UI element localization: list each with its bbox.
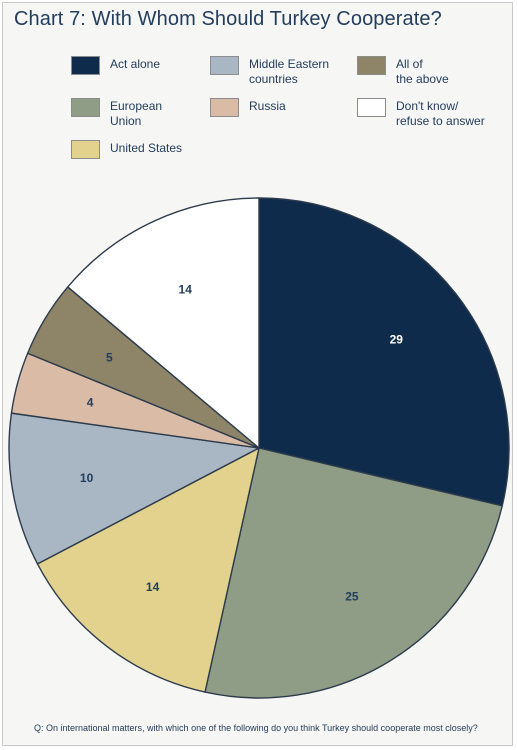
legend-swatch xyxy=(71,56,100,75)
legend-label: Middle Eastern countries xyxy=(249,57,330,86)
slice-value-label: 25 xyxy=(345,589,359,603)
pie-slice-act-alone xyxy=(258,197,510,507)
slice-value-label: 10 xyxy=(80,471,94,485)
chart-title: Chart 7: With Whom Should Turkey Coopera… xyxy=(14,8,442,30)
pie-slice-middle-eastern-countries xyxy=(8,412,260,565)
legend-label: Russia xyxy=(249,99,286,113)
legend-item-all-of-above: All of the above xyxy=(357,56,449,87)
legend-label: Don't know/ refuse to answer xyxy=(396,99,485,128)
legend-item-russia: Russia xyxy=(210,98,286,117)
legend-label: European Union xyxy=(110,99,163,128)
question-footnote: Q: On international matters, with which … xyxy=(34,723,478,733)
legend-item-dont-know: Don't know/ refuse to answer xyxy=(357,98,485,129)
slice-value-label: 14 xyxy=(179,282,193,296)
legend-item-european-union: European Union xyxy=(71,98,162,129)
slice-value-label: 5 xyxy=(106,350,113,364)
legend-swatch xyxy=(210,56,239,75)
legend-item-middle-eastern: Middle Eastern countries xyxy=(210,56,329,87)
legend-item-act-alone: Act alone xyxy=(71,56,160,75)
slice-value-label: 14 xyxy=(146,580,160,594)
pie-slice-united-states xyxy=(36,447,260,693)
slice-value-label: 4 xyxy=(87,395,94,409)
legend-label: Act alone xyxy=(110,57,161,71)
legend-swatch xyxy=(71,140,100,159)
legend-label: All of the above xyxy=(396,57,449,86)
legend-swatch xyxy=(71,98,100,117)
pie-slice-european-union xyxy=(204,447,503,699)
legend-swatch xyxy=(210,98,239,117)
pie-slice-don-t-know-refuse-to-answer xyxy=(67,197,260,449)
slice-value-label: 29 xyxy=(390,333,404,347)
legend-swatch xyxy=(357,56,386,75)
legend-item-united-states: United States xyxy=(71,140,182,159)
legend-label: United States xyxy=(110,141,183,155)
legend-swatch xyxy=(357,98,386,117)
